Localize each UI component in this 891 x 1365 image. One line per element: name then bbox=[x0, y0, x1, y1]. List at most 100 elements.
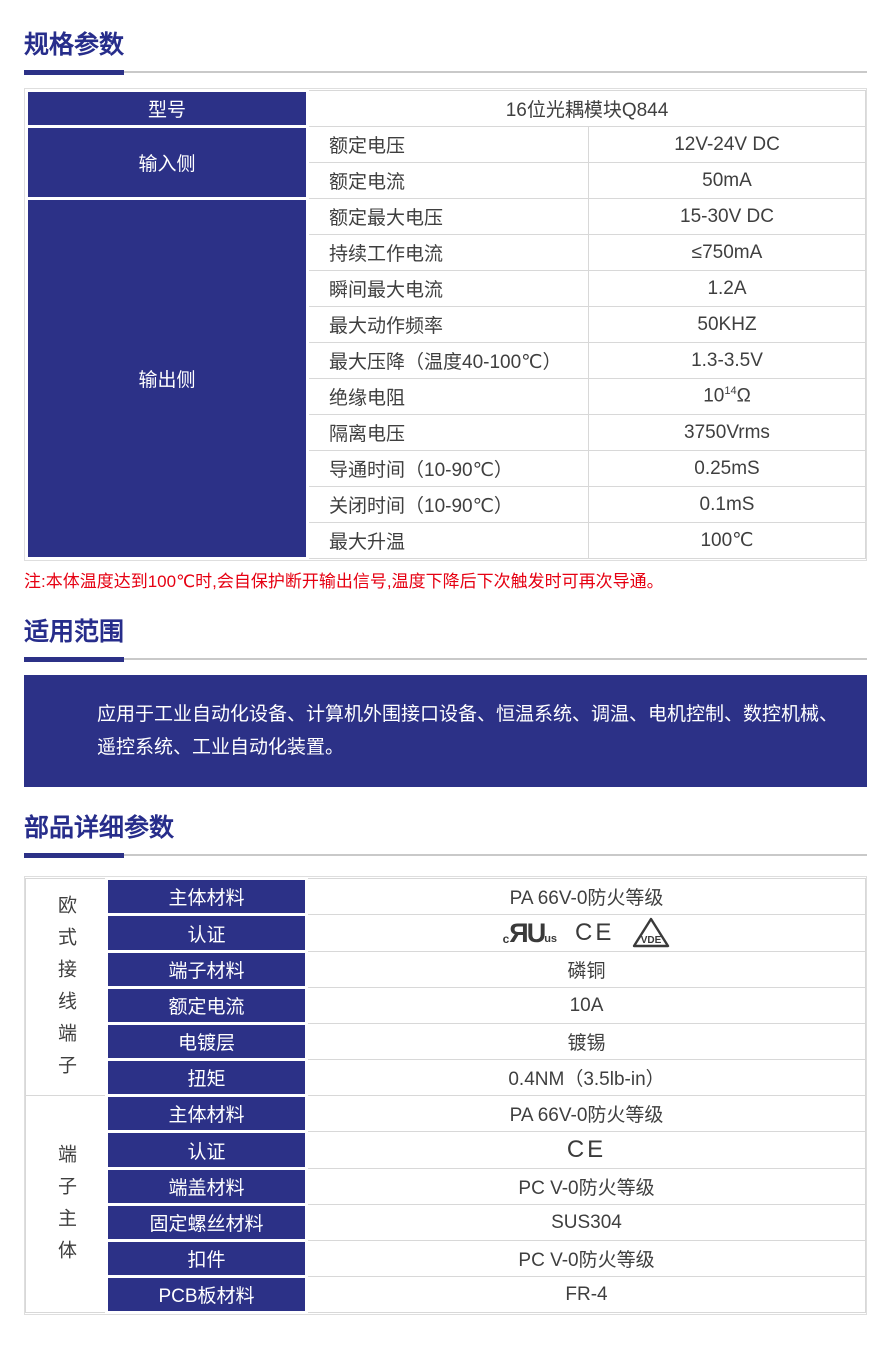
table-row: 瞬间最大电流 1.2A bbox=[27, 270, 866, 307]
table-row: 欧式接线端子 主体材料 PA 66V-0防火等级 bbox=[25, 877, 866, 1097]
parts-group-terminal-body: 端子主体 bbox=[25, 1095, 107, 1314]
table-row: 关闭时间（10-90℃） 0.1mS bbox=[27, 486, 866, 523]
parts-value: PC V-0防火等级 bbox=[306, 1240, 866, 1278]
table-row: 绝缘电阻 1014Ω bbox=[27, 378, 866, 415]
table-row: 最大动作频率 50KHZ bbox=[27, 306, 866, 343]
spec-value: 50KHZ bbox=[588, 306, 866, 343]
table-row: 电镀层 镀锡 bbox=[26, 1022, 866, 1062]
group-label-vertical: 端子主体 bbox=[55, 1143, 76, 1272]
section-divider bbox=[24, 657, 867, 663]
parts-label: 主体材料 bbox=[105, 877, 308, 917]
spec-label: 导通时间（10-90℃） bbox=[307, 450, 589, 487]
parts-value: 磷铜 bbox=[306, 951, 866, 989]
table-row: 输出侧 额定最大电压 15-30V DC bbox=[25, 197, 866, 560]
divider-line bbox=[24, 854, 867, 857]
section-title-specs: 规格参数 bbox=[24, 31, 125, 59]
parts-label: 额定电流 bbox=[105, 986, 308, 1026]
table-row: 端子材料 磷铜 bbox=[26, 950, 866, 990]
spec-group-input-side: 输入侧 bbox=[25, 125, 309, 200]
parts-value: PA 66V-0防火等级 bbox=[306, 878, 866, 916]
spec-label: 绝缘电阻 bbox=[307, 378, 589, 415]
spec-value: 0.25mS bbox=[588, 450, 866, 487]
parts-label: 固定螺丝材料 bbox=[105, 1203, 308, 1243]
table-row: 型号 16位光耦模块Q844 bbox=[25, 89, 866, 128]
spec-label: 最大升温 bbox=[307, 522, 589, 559]
parts-label: 认证 bbox=[105, 1130, 308, 1171]
vde-icon: VDE bbox=[633, 917, 670, 948]
spec-value: 12V-24V DC bbox=[588, 126, 866, 163]
parts-label: 主体材料 bbox=[105, 1094, 308, 1134]
table-row: 额定电流 10A bbox=[26, 986, 866, 1026]
spec-label: 持续工作电流 bbox=[307, 234, 589, 271]
spec-value: 3750Vrms bbox=[588, 414, 866, 451]
table-row: 端盖材料 PC V-0防火等级 bbox=[26, 1167, 866, 1207]
spec-value: 0.1mS bbox=[588, 486, 866, 523]
spec-table: 型号 16位光耦模块Q844 输入侧 额定电压 12V-24V DC 额定电流 … bbox=[25, 89, 866, 560]
insulation-unit: Ω bbox=[736, 385, 751, 407]
parts-label: 端盖材料 bbox=[105, 1167, 308, 1207]
certification-logos: CE bbox=[308, 1132, 865, 1168]
table-row: 最大压降（温度40-100℃） 1.3-3.5V bbox=[27, 342, 866, 379]
section-divider bbox=[24, 853, 867, 859]
spec-label: 额定电流 bbox=[307, 162, 589, 199]
parts-value: FR-4 bbox=[306, 1276, 866, 1314]
spec-group-output-side: 输出侧 bbox=[25, 197, 309, 560]
spec-label: 额定电压 bbox=[307, 126, 589, 163]
section-title-parts: 部品详细参数 bbox=[24, 814, 175, 843]
table-row: PCB板材料 FR-4 bbox=[26, 1275, 866, 1315]
parts-value: 镀锡 bbox=[306, 1023, 866, 1061]
cul-us-icon: c ЯU us bbox=[502, 917, 557, 948]
parts-table-wrapper: 欧式接线端子 主体材料 PA 66V-0防火等级 认证 c ЯU us CE VDE bbox=[24, 876, 867, 1316]
ce-icon: CE bbox=[575, 919, 615, 947]
table-row: 持续工作电流 ≤750mA bbox=[27, 234, 866, 271]
spec-value: 15-30V DC bbox=[588, 198, 866, 235]
spec-value-insulation: 1014Ω bbox=[588, 378, 866, 415]
certification-cell: CE bbox=[306, 1131, 866, 1170]
parts-value: SUS304 bbox=[306, 1204, 866, 1242]
cul-c-text: c bbox=[502, 931, 510, 946]
table-row: 固定螺丝材料 SUS304 bbox=[26, 1203, 866, 1243]
spec-label: 隔离电压 bbox=[307, 414, 589, 451]
group-label-vertical: 欧式接线端子 bbox=[55, 894, 76, 1087]
table-row: 认证 c ЯU us CE VDE bbox=[26, 913, 866, 954]
table-row: 扭矩 0.4NM（3.5lb-in） bbox=[26, 1058, 866, 1098]
spec-label: 最大压降（温度40-100℃） bbox=[307, 342, 589, 379]
spec-value: 1.3-3.5V bbox=[588, 342, 866, 379]
table-row: 扣件 PC V-0防火等级 bbox=[26, 1239, 866, 1279]
parts-label: 电镀层 bbox=[105, 1022, 308, 1062]
spec-value: 50mA bbox=[588, 162, 866, 199]
application-range-box: 应用于工业自动化设备、计算机外围接口设备、恒温系统、调温、电机控制、数控机械、遥… bbox=[24, 675, 867, 788]
spec-model-value: 16位光耦模块Q844 bbox=[307, 90, 866, 127]
svg-text:VDE: VDE bbox=[641, 935, 662, 946]
insulation-base: 10 bbox=[703, 385, 725, 407]
cul-ul-text: ЯU bbox=[509, 917, 546, 948]
divider-line bbox=[24, 71, 867, 73]
parts-label: 扭矩 bbox=[105, 1058, 308, 1098]
parts-value: 0.4NM（3.5lb-in） bbox=[306, 1059, 866, 1097]
divider-accent bbox=[24, 657, 124, 663]
table-row: 端子主体 主体材料 PA 66V-0防火等级 bbox=[25, 1094, 866, 1314]
table-row: 最大升温 100℃ bbox=[27, 522, 866, 559]
spec-label: 最大动作频率 bbox=[307, 306, 589, 343]
parts-label: PCB板材料 bbox=[105, 1275, 308, 1315]
parts-label: 扣件 bbox=[105, 1239, 308, 1279]
parts-label: 端子材料 bbox=[105, 950, 308, 990]
temperature-note: 注:本体温度达到100℃时,会自保护断开输出信号,温度下降后下次触发时可再次导通… bbox=[24, 572, 664, 591]
certification-logos: c ЯU us CE VDE bbox=[308, 915, 865, 951]
section-divider bbox=[24, 70, 867, 75]
parts-value: PC V-0防火等级 bbox=[306, 1168, 866, 1206]
divider-line bbox=[24, 658, 867, 661]
spec-model-label: 型号 bbox=[25, 89, 309, 128]
spec-label: 额定最大电压 bbox=[307, 198, 589, 235]
insulation-exponent: 14 bbox=[724, 385, 737, 398]
spec-value: 1.2A bbox=[588, 270, 866, 307]
spec-label: 关闭时间（10-90℃） bbox=[307, 486, 589, 523]
spec-table-wrapper: 型号 16位光耦模块Q844 输入侧 额定电压 12V-24V DC 额定电流 … bbox=[24, 88, 867, 561]
ce-icon: CE bbox=[566, 1136, 607, 1164]
table-row: 认证 CE bbox=[26, 1130, 866, 1171]
divider-accent bbox=[24, 853, 124, 859]
spec-value: ≤750mA bbox=[588, 234, 866, 271]
application-range-text: 应用于工业自动化设备、计算机外围接口设备、恒温系统、调温、电机控制、数控机械、遥… bbox=[97, 704, 839, 759]
spec-value: 100℃ bbox=[588, 522, 866, 559]
